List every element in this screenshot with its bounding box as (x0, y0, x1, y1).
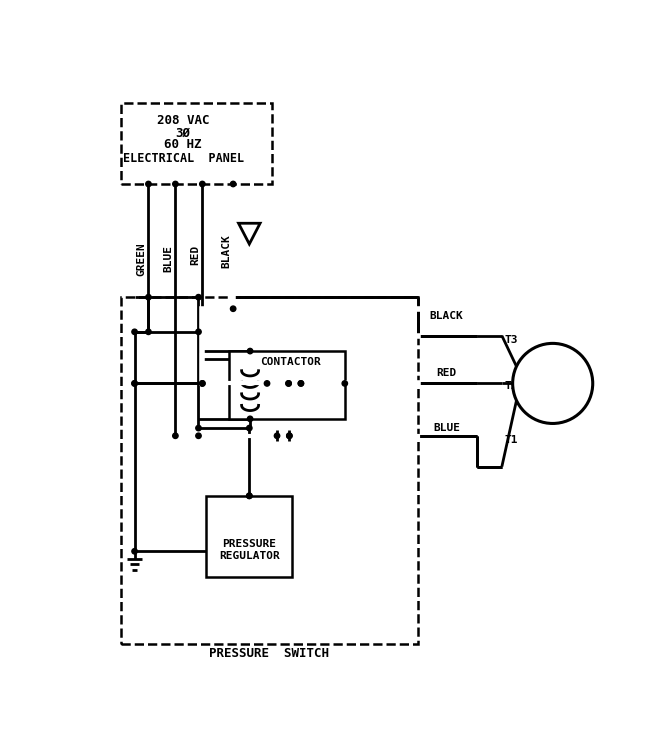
Text: RED: RED (190, 245, 200, 265)
Text: RED: RED (436, 368, 457, 378)
Circle shape (342, 381, 347, 386)
Circle shape (247, 493, 252, 498)
Circle shape (231, 306, 236, 312)
Circle shape (247, 426, 252, 431)
Circle shape (286, 433, 292, 438)
Circle shape (200, 381, 205, 386)
Bar (121, 297, 418, 644)
Circle shape (286, 433, 292, 438)
Circle shape (298, 381, 304, 386)
Text: ELECTRICAL  PANEL: ELECTRICAL PANEL (123, 152, 244, 165)
Text: 208 VAC: 208 VAC (157, 114, 210, 126)
Circle shape (132, 381, 137, 386)
Circle shape (286, 381, 291, 386)
Circle shape (172, 182, 178, 187)
Circle shape (200, 381, 205, 386)
Circle shape (146, 295, 151, 300)
Text: T2: T2 (504, 381, 518, 391)
Circle shape (132, 548, 137, 554)
Text: 60 HZ: 60 HZ (164, 138, 202, 151)
Text: PRESSURE
REGULATOR: PRESSURE REGULATOR (219, 539, 280, 560)
Circle shape (196, 295, 201, 300)
Text: 3Ø: 3Ø (176, 126, 190, 140)
Circle shape (146, 329, 151, 335)
Circle shape (196, 329, 201, 335)
Circle shape (247, 416, 253, 422)
Bar (206, 496, 292, 577)
Circle shape (132, 381, 137, 386)
Text: CONTACTOR: CONTACTOR (261, 357, 322, 367)
Circle shape (196, 433, 201, 438)
Text: BLUE: BLUE (164, 246, 174, 272)
Circle shape (265, 381, 270, 386)
Text: PRESSURE  SWITCH: PRESSURE SWITCH (210, 647, 330, 660)
Circle shape (146, 182, 151, 187)
Text: T3: T3 (504, 335, 518, 344)
Circle shape (512, 344, 593, 423)
Circle shape (298, 381, 304, 386)
Circle shape (274, 433, 280, 438)
Circle shape (286, 381, 291, 386)
Circle shape (231, 182, 236, 187)
Text: BLUE: BLUE (433, 423, 460, 433)
Bar (229, 351, 345, 419)
Text: BLACK: BLACK (430, 312, 463, 321)
Bar (121, 103, 272, 184)
Text: T1: T1 (504, 434, 518, 445)
Circle shape (172, 433, 178, 438)
Circle shape (200, 182, 205, 187)
Text: GREEN: GREEN (137, 242, 147, 275)
Text: MOTOR: MOTOR (534, 377, 572, 390)
Circle shape (247, 493, 252, 498)
Text: BLACK: BLACK (221, 234, 231, 268)
Circle shape (196, 426, 201, 431)
Circle shape (247, 348, 253, 354)
Circle shape (132, 329, 137, 335)
